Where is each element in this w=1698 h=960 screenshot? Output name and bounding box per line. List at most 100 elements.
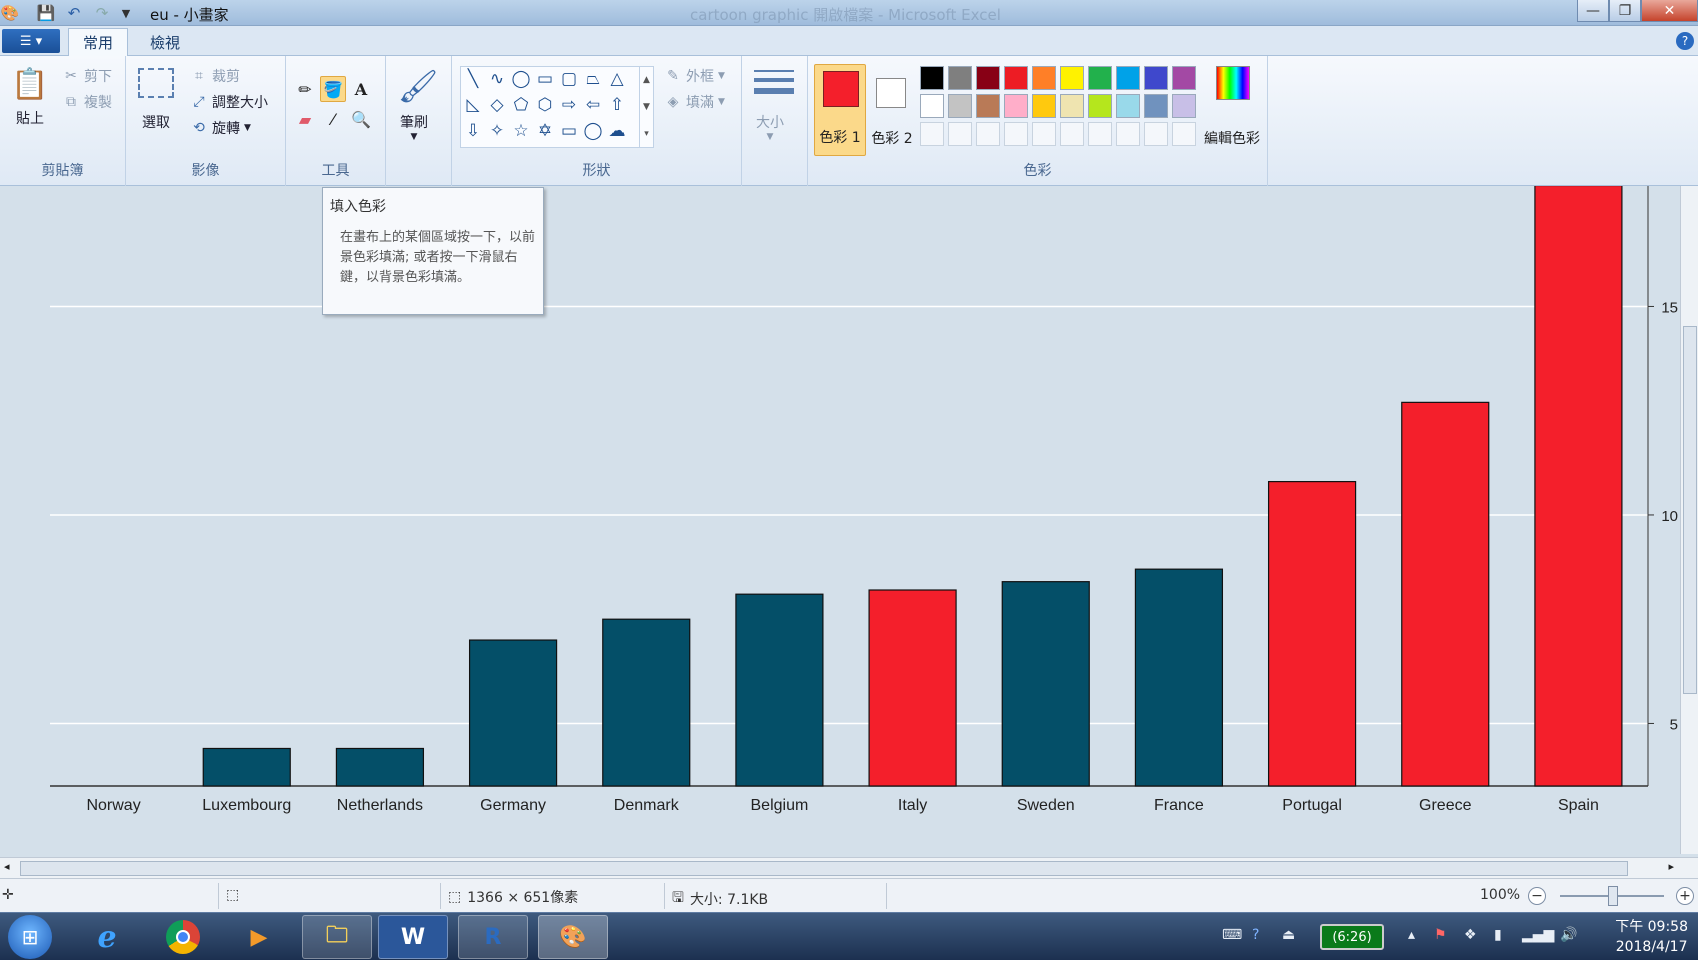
battery-indicator[interactable]: (6:26) (1320, 924, 1384, 950)
palette-swatch[interactable] (1032, 66, 1056, 90)
custom-color-slot[interactable] (1172, 122, 1196, 146)
zoom-slider-thumb[interactable] (1608, 886, 1618, 906)
rect-callout-shape-icon[interactable]: ▭ (560, 121, 578, 141)
crop-button[interactable]: ⌗ 裁剪 (190, 66, 240, 86)
custom-color-slot[interactable] (1060, 122, 1084, 146)
size-button[interactable]: 大小 ▼ (756, 112, 784, 142)
brushes-button[interactable]: 筆刷 ▼ (400, 112, 428, 142)
horizontal-scrollbar[interactable]: ◂ ▸ (0, 857, 1698, 878)
palette-swatch[interactable] (976, 66, 1000, 90)
curve-shape-icon[interactable]: ∿ (489, 69, 505, 89)
eraser-icon[interactable]: ▰ (298, 109, 312, 129)
network-icon[interactable]: ▂▄▆ (1522, 927, 1555, 943)
palette-swatch[interactable] (1060, 94, 1084, 118)
palette-swatch[interactable] (1172, 66, 1196, 90)
hexagon-shape-icon[interactable]: ⬡ (537, 95, 553, 115)
media-player-icon[interactable]: ▶ (250, 924, 268, 950)
pentagon-shape-icon[interactable]: ⬠ (513, 95, 529, 115)
color2-button[interactable]: 色彩 2 (868, 64, 916, 156)
tab-view[interactable]: 檢視 (150, 33, 181, 52)
clock[interactable]: 下午 09:58 2018/4/17 (1615, 917, 1688, 957)
vertical-scroll-thumb[interactable] (1683, 326, 1697, 694)
triangle-shape-icon[interactable]: △ (610, 69, 624, 89)
dropbox-icon[interactable]: ❖ (1464, 927, 1477, 943)
redo-icon[interactable]: ↷ (95, 4, 109, 22)
copy-button[interactable]: ⧉ 複製 (62, 92, 112, 112)
zoom-in-icon[interactable]: + (1676, 887, 1694, 905)
left-arrow-shape-icon[interactable]: ⇦ (585, 95, 601, 115)
save-icon[interactable]: 💾 (36, 4, 56, 22)
palette-swatch[interactable] (1088, 66, 1112, 90)
four-point-star-shape-icon[interactable]: ✧ (489, 121, 505, 141)
fill-button[interactable]: ◈ 填滿 ▼ (664, 92, 725, 112)
palette-swatch[interactable] (1144, 66, 1168, 90)
palette-swatch[interactable] (1088, 94, 1112, 118)
undo-icon[interactable]: ↶ (67, 4, 81, 22)
color1-button[interactable]: 色彩 1 (814, 64, 866, 156)
custom-color-slot[interactable] (1116, 122, 1140, 146)
right-triangle-shape-icon[interactable]: ◺ (466, 95, 480, 115)
rounded-rectangle-shape-icon[interactable]: ▢ (560, 69, 578, 89)
custom-color-slot[interactable] (1088, 122, 1112, 146)
brush-icon[interactable]: 🖌 (397, 67, 439, 105)
palette-swatch[interactable] (920, 66, 944, 90)
file-explorer-icon[interactable]: 🗀 (302, 915, 372, 959)
select-button[interactable]: 選取 (142, 112, 170, 132)
palette-swatch[interactable] (976, 94, 1000, 118)
diamond-shape-icon[interactable]: ◇ (490, 95, 504, 115)
palette-swatch[interactable] (1004, 66, 1028, 90)
pencil-icon[interactable]: ✏ (298, 79, 312, 99)
palette-swatch[interactable] (920, 94, 944, 118)
right-arrow-shape-icon[interactable]: ⇨ (561, 95, 577, 115)
paint-app-icon[interactable]: 🎨 (0, 4, 20, 22)
start-button[interactable]: ⊞ (8, 915, 52, 959)
five-point-star-shape-icon[interactable]: ☆ (513, 121, 529, 141)
line-shape-icon[interactable]: ╲ (467, 69, 479, 89)
internet-explorer-icon[interactable]: e (97, 919, 117, 955)
magnifier-icon[interactable]: 🔍 (351, 109, 371, 129)
drawing-canvas[interactable]: 5 10 15 Norway Luxembourg Netherlands Germany D… (0, 186, 1680, 854)
shapes-scroll[interactable]: ▲ ▼ ▾ (639, 67, 653, 147)
palette-swatch[interactable] (1004, 94, 1028, 118)
scroll-left-icon[interactable]: ◂ (4, 860, 10, 873)
palette-swatch[interactable] (948, 66, 972, 90)
oval-callout-shape-icon[interactable]: ◯ (583, 121, 603, 141)
zoom-out-icon[interactable]: − (1528, 887, 1546, 905)
maximize-button[interactable]: ❐ (1609, 0, 1641, 22)
palette-swatch[interactable] (1172, 94, 1196, 118)
scroll-right-icon[interactable]: ▸ (1668, 860, 1674, 873)
up-arrow-shape-icon[interactable]: ⇧ (609, 95, 625, 115)
horizontal-scroll-thumb[interactable] (20, 861, 1628, 876)
text-tool-icon[interactable]: A (354, 79, 368, 99)
custom-color-slot[interactable] (920, 122, 944, 146)
size-lines-icon[interactable] (754, 70, 794, 94)
show-hidden-icons[interactable]: ▴ (1408, 927, 1416, 943)
palette-swatch[interactable] (1116, 94, 1140, 118)
cloud-callout-shape-icon[interactable]: ☁ (608, 121, 626, 141)
usb-icon[interactable]: ⏏ (1282, 927, 1296, 943)
resize-button[interactable]: ⤢ 調整大小 (190, 92, 268, 112)
select-icon[interactable] (138, 68, 174, 98)
rotate-button[interactable]: ⟲ 旋轉 ▼ (190, 118, 251, 138)
polygon-shape-icon[interactable]: ⏢ (586, 69, 600, 89)
close-button[interactable]: ✕ (1641, 0, 1698, 22)
custom-color-slot[interactable] (1144, 122, 1168, 146)
fill-bucket-icon[interactable]: 🪣 (320, 76, 346, 102)
minimize-button[interactable]: — (1577, 0, 1609, 22)
keyboard-icon[interactable]: ⌨ (1222, 927, 1243, 943)
six-point-star-shape-icon[interactable]: ✡ (537, 121, 553, 141)
volume-icon[interactable]: 🔊 (1560, 927, 1578, 943)
custom-color-slot[interactable] (948, 122, 972, 146)
battery-tray-icon[interactable]: ▮ (1494, 927, 1502, 943)
edit-colors-button[interactable]: 編輯色彩 (1198, 64, 1266, 156)
down-arrow-shape-icon[interactable]: ⇩ (465, 121, 481, 141)
paste-icon[interactable]: 📋 (11, 66, 49, 102)
palette-swatch[interactable] (1060, 66, 1084, 90)
palette-swatch[interactable] (1032, 94, 1056, 118)
custom-color-slot[interactable] (976, 122, 1000, 146)
palette-swatch[interactable] (1116, 66, 1140, 90)
word-icon[interactable]: W (378, 915, 448, 959)
palette-swatch[interactable] (948, 94, 972, 118)
customize-quick-access-icon[interactable]: ▼ (121, 6, 131, 20)
help-tray-icon[interactable]: ? (1252, 927, 1260, 943)
